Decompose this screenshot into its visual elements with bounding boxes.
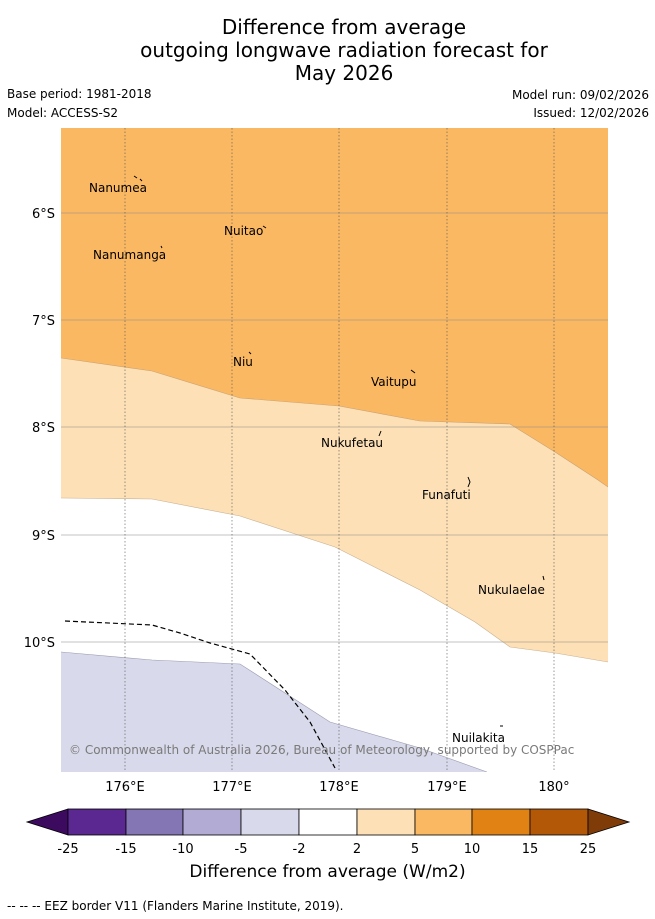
- colorbar-tick: -15: [115, 842, 136, 857]
- map-area: Nanumea Nuitao Nanumanga Niu Vaitupu Nuk…: [61, 128, 608, 772]
- model-label: Model: ACCESS-S2: [7, 106, 119, 120]
- island-outlines: [133, 175, 545, 727]
- lon-label-178e: 178°E: [319, 780, 359, 795]
- colorbar-tick: -10: [172, 842, 193, 857]
- island-nukulaelae: [542, 575, 545, 581]
- place-vaitupu: Vaitupu: [371, 375, 417, 389]
- colorbar-min-extension: [25, 808, 69, 836]
- island-nanumea: [133, 175, 143, 182]
- place-nukulaelae: Nukulaelae: [478, 583, 545, 597]
- island-funafuti: [467, 476, 471, 488]
- eez-border: [64, 620, 336, 769]
- colorbar-tick: -25: [57, 842, 78, 857]
- lat-gridlines: [61, 212, 608, 643]
- place-nukufetau: Nukufetau: [321, 436, 383, 450]
- eez-legend: -- -- -- EEZ border V11 (Flanders Marine…: [7, 899, 344, 913]
- map-figure: Nanumea Nuitao Nanumanga Niu Vaitupu Nuk…: [24, 128, 631, 857]
- lon-label-176e: 176°E: [105, 780, 145, 795]
- contour-10: [61, 357, 608, 488]
- colorbar-tick: 10: [464, 842, 481, 857]
- title-line-2: outgoing longwave radiation forecast for: [140, 38, 548, 62]
- island-nuitao: [262, 225, 267, 229]
- colorbar-bin-10-15: [471, 808, 531, 836]
- region-minus5-to-minus2: [61, 652, 487, 772]
- region-5-to-10: [61, 358, 608, 662]
- place-nanumanga: Nanumanga: [93, 248, 166, 262]
- issued-label: Issued: 12/02/2026: [533, 106, 649, 120]
- lon-gridlines: [124, 128, 555, 772]
- island-nanumanga: [160, 245, 163, 249]
- lat-label-7s: 7°S: [32, 314, 55, 329]
- title-line-1: Difference from average: [221, 15, 467, 39]
- lon-label-180: 180°: [538, 780, 569, 795]
- colorbar-bin-minus10-minus5: [182, 808, 242, 836]
- lat-label-9s: 9°S: [32, 529, 55, 544]
- colorbar-bin-minus25-minus15: [67, 808, 127, 836]
- base-period-label: Base period: 1981-2018: [7, 87, 152, 101]
- island-niu: [248, 351, 252, 355]
- colorbar-tick: -2: [293, 842, 306, 857]
- contour-minus2: [61, 651, 488, 772]
- region-10-to-15: [61, 128, 608, 487]
- lon-label-179e: 179°E: [427, 780, 467, 795]
- colorbar-tick: 15: [522, 842, 539, 857]
- model-run-label: Model run: 09/02/2026: [511, 88, 649, 102]
- lat-label-10s: 10°S: [24, 636, 55, 651]
- place-nuitao: Nuitao: [224, 224, 263, 238]
- title-line-3: May 2026: [294, 61, 394, 85]
- colorbar-tick: 2: [353, 842, 361, 857]
- lat-label-6s: 6°S: [32, 207, 55, 222]
- island-vaitupu: [410, 369, 416, 374]
- place-nuilakita: Nuilakita: [452, 731, 505, 745]
- colorbar-tick: 25: [580, 842, 597, 857]
- copyright-notice: © Commonwealth of Australia 2026, Bureau…: [69, 743, 574, 757]
- colorbar-bin-minus2-2: [298, 808, 358, 836]
- place-niu: Niu: [233, 355, 253, 369]
- colorbar-bin-minus5-minus2: [240, 808, 300, 836]
- island-nukufetau: [378, 430, 382, 437]
- contour-5: [61, 497, 608, 663]
- colorbar-title: Difference from average (W/m2): [189, 862, 466, 882]
- chart-title: Difference from average outgoing longwav…: [0, 16, 655, 85]
- colorbar-max-extension: [587, 808, 631, 836]
- colorbar-bin-5-10: [414, 808, 473, 836]
- colorbar-tick: 5: [411, 842, 419, 857]
- colorbar-bin-2-5: [356, 808, 416, 836]
- lon-label-177e: 177°E: [212, 780, 252, 795]
- colorbar-bin-15-25: [529, 808, 589, 836]
- colorbar-bin-minus15-minus10: [125, 808, 184, 836]
- colorbar: -25 -15 -10 -5 -2 2 5 10 15 25: [25, 808, 631, 857]
- colorbar-tick: -5: [235, 842, 248, 857]
- place-funafuti: Funafuti: [422, 488, 471, 502]
- lat-label-8s: 8°S: [32, 421, 55, 436]
- place-nanumea: Nanumea: [89, 181, 147, 195]
